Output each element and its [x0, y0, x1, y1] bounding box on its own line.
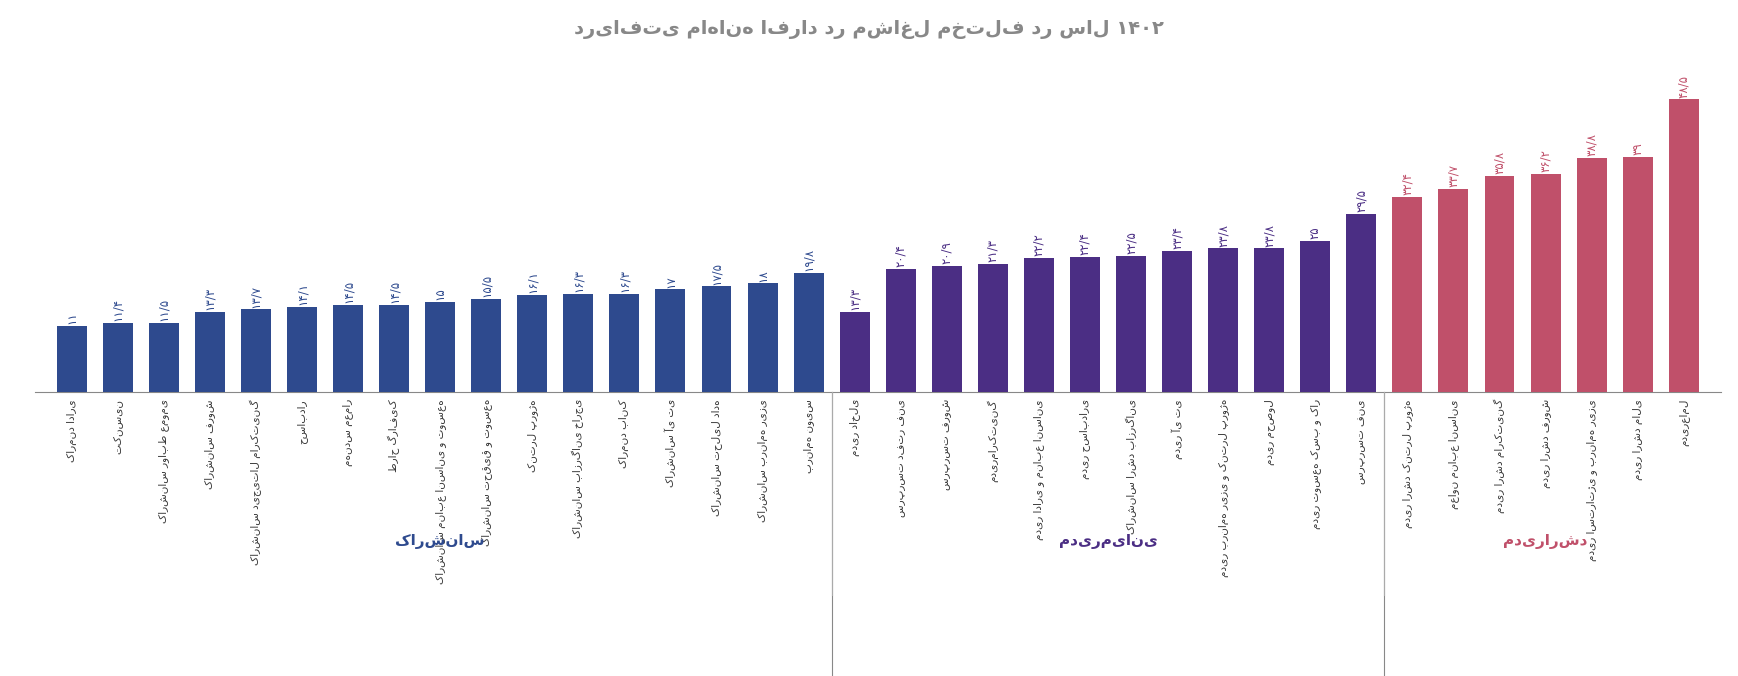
Bar	[1531, 174, 1561, 392]
Bar	[471, 299, 501, 392]
Text: ۴۸/۵: ۴۸/۵	[1677, 74, 1691, 97]
Bar	[287, 307, 316, 392]
Text: ۲۱/۳: ۲۱/۳	[987, 239, 999, 262]
Bar	[794, 272, 824, 392]
Text: ۱۶/۱: ۱۶/۱	[525, 270, 539, 293]
Text: ۱۸: ۱۸	[756, 269, 768, 282]
Bar	[1024, 258, 1053, 392]
Bar	[747, 283, 777, 392]
Text: ۱۴/۵: ۱۴/۵	[388, 280, 400, 303]
Bar	[149, 322, 179, 392]
Text: ۱۷: ۱۷	[664, 275, 676, 288]
Text: ۳۸/۸: ۳۸/۸	[1585, 133, 1599, 156]
Text: ۳۶/۲: ۳۶/۲	[1540, 149, 1552, 172]
Text: مدیرارشد: مدیرارشد	[1503, 534, 1589, 549]
Bar	[195, 312, 224, 392]
Bar	[1484, 176, 1514, 392]
Text: ۲۳/۸: ۲۳/۸	[1217, 224, 1231, 247]
Text: ۲۵: ۲۵	[1309, 226, 1323, 239]
Bar	[334, 305, 363, 392]
Text: ۲۲/۴: ۲۲/۴	[1079, 232, 1091, 255]
Text: ۳۹: ۳۹	[1632, 142, 1644, 155]
Text: ۱۵/۵: ۱۵/۵	[480, 274, 492, 297]
Text: ۱۳/۳: ۱۳/۳	[203, 287, 216, 310]
Text: ۱۴/۵: ۱۴/۵	[341, 280, 355, 303]
Bar	[655, 289, 685, 392]
Text: ۱۱: ۱۱	[64, 311, 78, 324]
Text: ۲۰/۴: ۲۰/۴	[895, 244, 907, 267]
Bar	[563, 293, 593, 392]
Bar	[978, 264, 1008, 392]
Text: ۱۶/۳: ۱۶/۳	[572, 269, 584, 292]
Bar	[426, 301, 455, 392]
Bar	[932, 266, 961, 392]
Text: ۱۱/۴: ۱۱/۴	[111, 298, 123, 322]
Bar	[839, 312, 869, 392]
Text: ۲۳/۴: ۲۳/۴	[1171, 226, 1184, 249]
Text: ۲۲/۵: ۲۲/۵	[1124, 232, 1138, 254]
Text: ۱۶/۳: ۱۶/۳	[617, 269, 631, 292]
Text: ۱۹/۸: ۱۹/۸	[803, 248, 815, 271]
Text: ۲۲/۲: ۲۲/۲	[1032, 233, 1045, 256]
Bar	[610, 293, 640, 392]
Text: ۲۳/۸: ۲۳/۸	[1264, 224, 1276, 247]
Bar	[1347, 214, 1376, 392]
Text: ۲۰/۹: ۲۰/۹	[940, 241, 952, 264]
Bar	[1163, 251, 1192, 392]
Text: ۱۴/۱: ۱۴/۱	[295, 282, 308, 305]
Bar	[1071, 257, 1100, 392]
Text: ۳۳/۷: ۳۳/۷	[1448, 164, 1460, 187]
Text: ۱۱/۵: ۱۱/۵	[156, 297, 170, 321]
Bar	[1392, 197, 1422, 392]
Text: ۱۳/۳: ۱۳/۳	[848, 287, 860, 310]
Text: ۳۵/۸: ۳۵/۸	[1493, 151, 1507, 174]
Text: ۲۹/۵: ۲۹/۵	[1356, 189, 1368, 212]
Bar	[518, 295, 547, 392]
Bar	[242, 310, 271, 392]
Bar	[379, 305, 408, 392]
Bar	[1623, 157, 1653, 392]
Bar	[1576, 158, 1606, 392]
Text: ۱۷/۵: ۱۷/۵	[711, 262, 723, 285]
Text: دریافتی ماهانه افراد در مشاغل مختلف در سال ۱۴۰۲: دریافتی ماهانه افراد در مشاغل مختلف در س…	[574, 20, 1164, 39]
Bar	[702, 287, 732, 392]
Text: کارشناس: کارشناس	[395, 534, 485, 549]
Bar	[57, 326, 87, 392]
Bar	[103, 323, 132, 392]
Bar	[1208, 248, 1237, 392]
Text: ۱۳/۷: ۱۳/۷	[249, 285, 262, 308]
Bar	[1439, 189, 1469, 392]
Text: ۱۵: ۱۵	[433, 287, 447, 299]
Bar	[1300, 241, 1330, 392]
Text: ۳۲/۴: ۳۲/۴	[1401, 172, 1415, 195]
Bar	[1255, 248, 1284, 392]
Bar	[886, 269, 916, 392]
Text: مدیرمیانی: مدیرمیانی	[1058, 534, 1158, 549]
Bar	[1668, 99, 1698, 392]
Bar	[1116, 256, 1145, 392]
